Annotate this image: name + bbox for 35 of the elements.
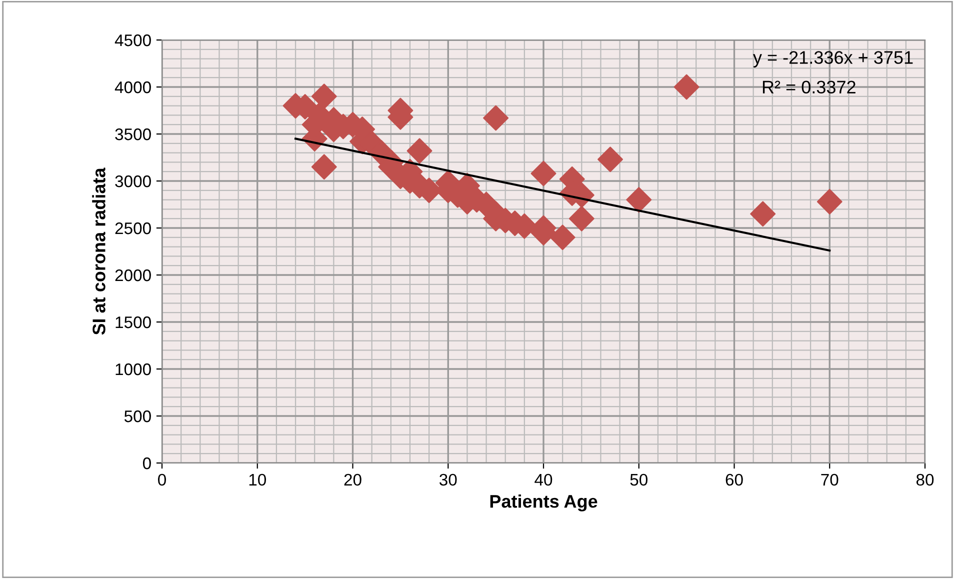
point [311, 84, 337, 110]
point [483, 105, 509, 131]
point [626, 187, 652, 213]
x-tick-label: 60 [726, 474, 743, 486]
y-tick-label: 0 [142, 457, 151, 470]
x-tick-label: 80 [916, 474, 934, 486]
y-tick-label: 4500 [114, 34, 151, 46]
x-axis-title: Patients Age [490, 494, 598, 512]
annotation: y = -21.336x + 3751 [752, 51, 913, 68]
annotation: R² = 0.3372 [762, 80, 856, 94]
point [530, 160, 556, 186]
y-tick-label: 1000 [116, 363, 151, 376]
y-tick-label: 4000 [114, 81, 151, 94]
x-tick-label: 10 [249, 474, 266, 486]
point [311, 154, 337, 180]
point [568, 206, 594, 232]
point [550, 224, 576, 250]
point [674, 74, 700, 100]
y-tick-label: 2000 [115, 269, 151, 282]
y-axis-title: SI at corona radiata [92, 168, 106, 335]
x-tick-label: 40 [534, 474, 552, 486]
y-tick-label: 1500 [116, 316, 151, 328]
y-tick-label: 3500 [115, 128, 151, 140]
y-tick-label: 500 [124, 410, 151, 422]
y-tick-label: 3000 [115, 175, 151, 188]
x-tick-label: 50 [630, 474, 648, 486]
y-tick-label: 2500 [115, 222, 151, 234]
point [816, 188, 842, 214]
x-tick-label: 0 [158, 474, 166, 486]
point [750, 201, 776, 227]
x-tick-label: 30 [439, 474, 457, 486]
x-tick-label: 70 [821, 474, 838, 486]
point [406, 138, 432, 164]
x-tick-label: 20 [344, 474, 362, 486]
point [598, 146, 623, 172]
